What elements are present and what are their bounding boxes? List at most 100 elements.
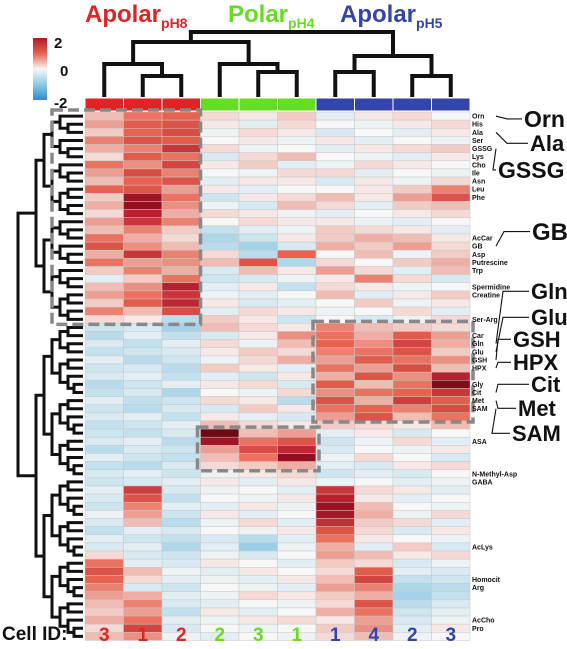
- heatmap-cell: [238, 388, 278, 397]
- highlight-box: [195, 425, 321, 473]
- heatmap-cell: [354, 591, 394, 601]
- heatmap-cell: [84, 306, 124, 316]
- heatmap-cell: [392, 550, 432, 560]
- heatmap-cell: [161, 501, 201, 511]
- heatmap-cell: [238, 160, 278, 170]
- heatmap-cell: [277, 217, 317, 227]
- heatmap-cell: [354, 371, 394, 381]
- heatmap-cell: [123, 331, 163, 340]
- heatmap-cell: [123, 412, 163, 422]
- heatmap-cell: [315, 526, 355, 536]
- heatmap-cell: [84, 477, 124, 487]
- heatmap-cell: [431, 396, 471, 405]
- heatmap-cell: [431, 436, 471, 446]
- heatmap-cell: [238, 428, 278, 438]
- heatmap-cell: [123, 607, 163, 617]
- heatmap-cell: [123, 128, 163, 137]
- heatmap-cell: [392, 136, 432, 145]
- row-label: Leu: [472, 187, 484, 194]
- heatmap-cell: [392, 266, 432, 275]
- heatmap-cell: [277, 510, 317, 519]
- heatmap-cell: [200, 331, 240, 340]
- heatmap-cell: [277, 583, 317, 592]
- heatmap-cell: [238, 119, 278, 129]
- heatmap-cell: [161, 266, 201, 275]
- heatmap-cell: [431, 518, 471, 527]
- heatmap-cell: [392, 380, 432, 389]
- heatmap-cell: [315, 575, 355, 584]
- heatmap-cell: [354, 567, 394, 576]
- heatmap-cell: [431, 217, 471, 227]
- heatmap-cell: [431, 575, 471, 584]
- dendrogram-link: [58, 163, 83, 179]
- heatmap-cell: [277, 282, 317, 292]
- heatmap-cell: [277, 176, 317, 186]
- heatmap-cell: [238, 567, 278, 576]
- row-label: Ile: [472, 170, 480, 177]
- dendrogram-link: [66, 602, 83, 614]
- heatmap-cell: [431, 550, 471, 560]
- heatmap-cell: [315, 388, 355, 397]
- heatmap-cell: [161, 128, 201, 137]
- heatmap-cell: [84, 201, 124, 210]
- heatmap-cell: [315, 445, 355, 454]
- heatmap-cell: [392, 241, 432, 251]
- heatmap-cell: [200, 518, 240, 527]
- heatmap-cell: [354, 388, 394, 397]
- row-label: Asn: [472, 179, 485, 186]
- dendrogram-link: [66, 480, 83, 492]
- heatmap-cell: [238, 249, 278, 259]
- heatmap-cell: [315, 493, 355, 503]
- heatmap-cell: [161, 404, 201, 414]
- heatmap-cell: [84, 469, 124, 479]
- heatmap-cell: [123, 217, 163, 227]
- heatmap-cell: [200, 371, 240, 381]
- callout-label: SAM: [512, 421, 561, 446]
- heatmap-cell: [392, 355, 432, 365]
- dendrogram-link: [66, 147, 83, 159]
- heatmap-cell: [123, 339, 163, 349]
- row-label: Homocit: [472, 577, 501, 584]
- heatmap-cell: [84, 111, 124, 121]
- heatmap-cell: [277, 347, 317, 357]
- heatmap-cell: [392, 615, 432, 625]
- heatmap-cell: [431, 193, 471, 202]
- heatmap-cell: [238, 339, 278, 349]
- row-label: N-Methyl-Asp: [472, 471, 517, 478]
- heatmap-cell: [392, 258, 432, 267]
- heatmap-cell: [123, 119, 163, 129]
- heatmap-cell: [200, 453, 240, 462]
- heatmap-cell: [161, 136, 201, 145]
- heatmap-cell: [161, 315, 201, 324]
- heatmap-cell: [392, 371, 432, 381]
- heatmap-cell: [392, 209, 432, 218]
- heatmap-cell: [431, 477, 471, 487]
- heatmap-cell: [315, 363, 355, 373]
- heatmap-cell: [123, 477, 163, 487]
- heatmap-cell: [277, 388, 317, 397]
- heatmap-cell: [277, 599, 317, 609]
- heatmap-cell: [354, 217, 394, 227]
- dendrogram-link: [58, 269, 83, 285]
- heatmap-cell: [354, 396, 394, 405]
- heatmap-cell: [431, 388, 471, 397]
- heatmap-cell: [238, 315, 278, 324]
- dendrogram-link: [188, 30, 395, 56]
- dendrogram-link: [58, 220, 83, 236]
- heatmap-cell: [123, 396, 163, 405]
- heatmap-cell: [161, 420, 201, 430]
- heatmap-cell: [238, 176, 278, 186]
- heatmap-cell: [200, 428, 240, 438]
- heatmap-cell: [84, 290, 124, 300]
- heatmap-cell: [161, 152, 201, 162]
- heatmap-cell: [431, 615, 471, 625]
- heatmap-cell: [123, 510, 163, 519]
- dendrogram-link: [66, 293, 83, 305]
- heatmap-cell: [431, 266, 471, 275]
- dendrogram-link: [66, 277, 83, 289]
- heatmap-cell: [431, 306, 471, 316]
- heatmap-cell: [161, 396, 201, 405]
- dendrogram-link: [72, 545, 83, 557]
- heatmap-cell: [161, 615, 201, 625]
- heatmap-cell: [277, 428, 317, 438]
